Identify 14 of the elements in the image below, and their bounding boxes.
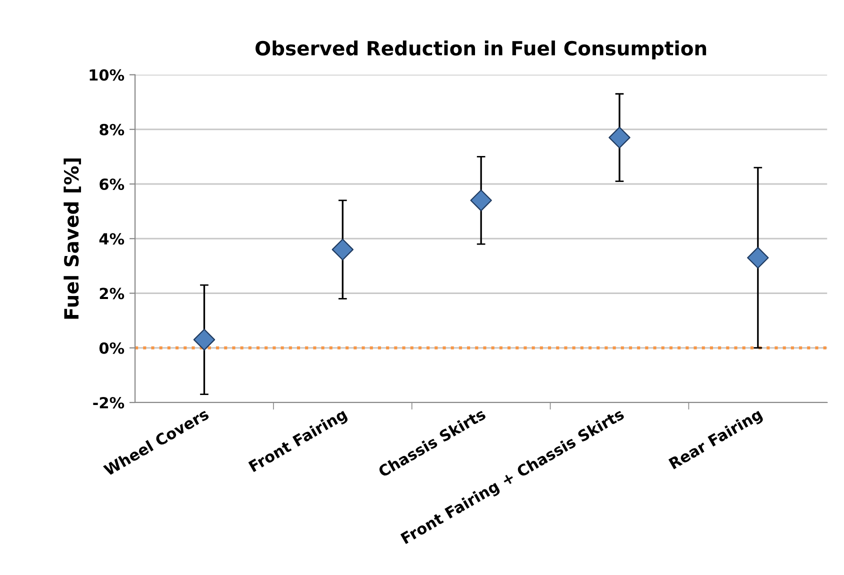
y-tick-label: 8% bbox=[100, 124, 124, 136]
chart-title: Observed Reduction in Fuel Consumption bbox=[256, 40, 706, 60]
point bbox=[747, 246, 769, 269]
y-tick-label: 4% bbox=[99, 233, 124, 245]
y-tick-label: 2% bbox=[100, 288, 124, 300]
y-tick-label: 6% bbox=[100, 178, 124, 190]
point bbox=[193, 328, 216, 351]
y-tick-label: 10% bbox=[90, 69, 124, 81]
point bbox=[470, 190, 492, 212]
y-tick-label: 0% bbox=[99, 342, 124, 354]
y-axis-title: Fuel Saved [%] bbox=[64, 158, 82, 319]
point bbox=[332, 238, 354, 260]
y-tick-label: -2% bbox=[93, 396, 124, 409]
point bbox=[608, 126, 630, 148]
